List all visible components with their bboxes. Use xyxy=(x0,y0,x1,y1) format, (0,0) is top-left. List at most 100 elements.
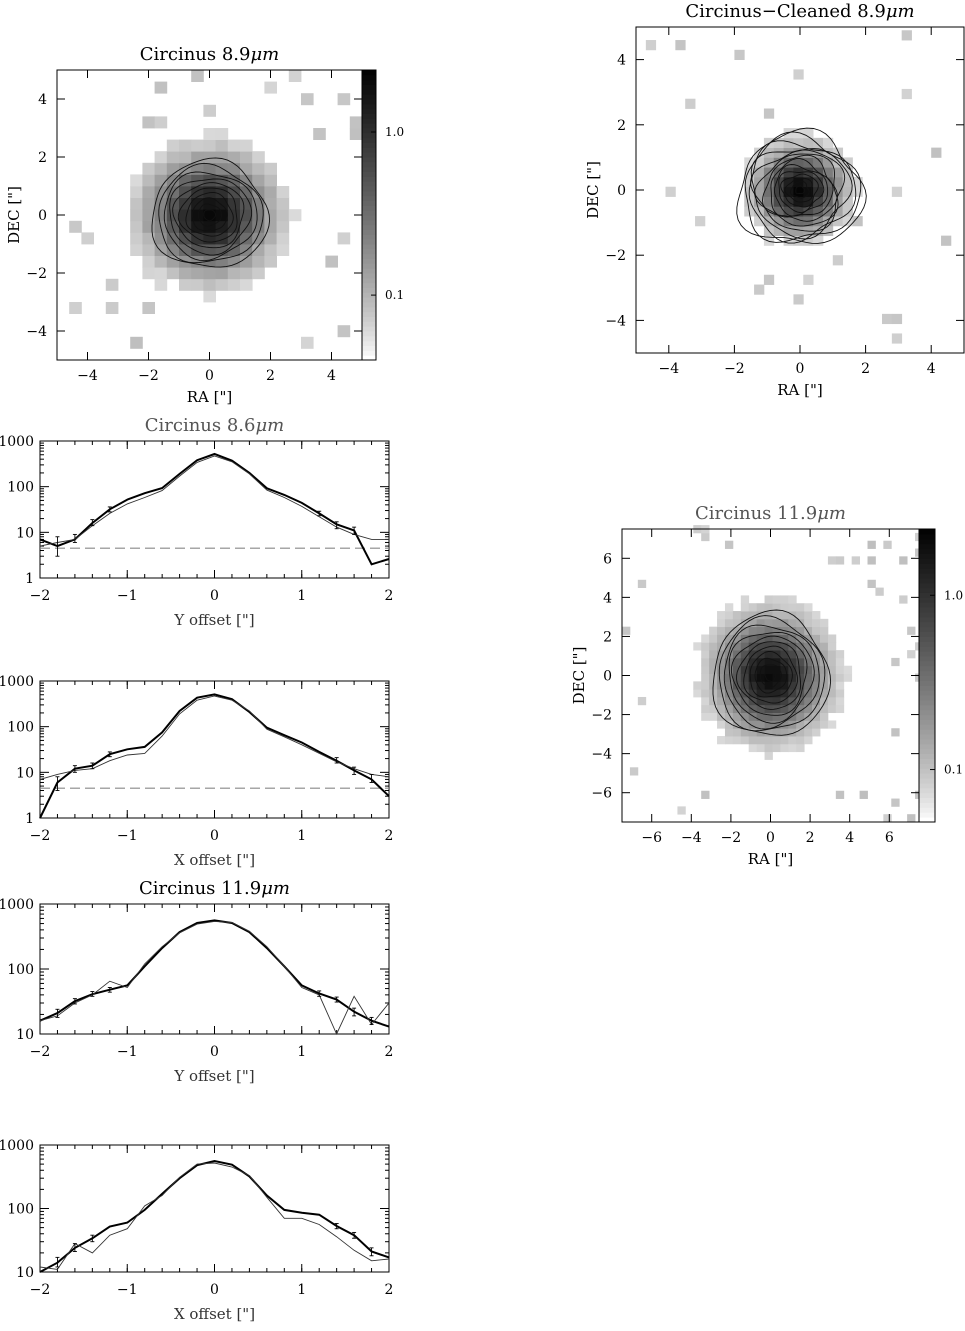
img1-colorbar-step xyxy=(362,244,376,250)
img3-pixel xyxy=(709,626,718,635)
img3-pixel xyxy=(701,712,710,721)
img3-pixel xyxy=(748,673,758,682)
img1-ylabel: DEC ["] xyxy=(5,186,23,244)
img1-pixels xyxy=(69,70,363,349)
img1-contour xyxy=(197,203,222,227)
img3-pixel xyxy=(820,665,829,674)
img3-pixel xyxy=(780,603,789,612)
img3-colorbar-step xyxy=(919,655,935,662)
img1-pixel xyxy=(227,209,241,222)
img3-colorbar-step xyxy=(919,670,935,676)
img3-pixel xyxy=(701,790,710,799)
p4-ytick-label: 10 xyxy=(16,1265,34,1281)
img1-colorbar-step xyxy=(362,306,376,313)
img3-pixel xyxy=(701,673,710,682)
img3-pixel xyxy=(756,712,765,721)
img3-pixel xyxy=(812,657,821,667)
img2-pixel xyxy=(665,186,676,197)
img1-pixel xyxy=(276,197,290,210)
img1-pixel xyxy=(191,244,204,256)
img3-pixel xyxy=(772,618,781,628)
img3-pixel xyxy=(740,736,750,745)
img3-pixel xyxy=(772,743,781,753)
img3-pixel xyxy=(740,618,750,628)
img3-colorbar-step xyxy=(919,753,935,760)
img3-pixel xyxy=(756,626,765,635)
img2-contour xyxy=(784,177,813,203)
img3-pixel xyxy=(780,595,789,604)
img3-pixel xyxy=(812,681,821,690)
img3-colorbar-step xyxy=(919,626,935,633)
img3-pixel xyxy=(764,657,773,667)
img2-pixel xyxy=(734,49,745,60)
img3-pixel xyxy=(812,712,821,721)
p4-panel: −2 −1 0 1 2 10 100 1000 X offset ["] xyxy=(0,1138,393,1323)
img1-pixel xyxy=(203,151,216,164)
img3-colorbar-step xyxy=(919,797,935,803)
img2-ytick-label: 2 xyxy=(617,118,626,134)
img2-pixel xyxy=(773,225,784,237)
img2-pixel xyxy=(763,216,775,227)
img3-pixel xyxy=(835,556,845,565)
img1-colorbar-step xyxy=(362,89,376,95)
img1-pixel xyxy=(240,139,253,152)
img3-pixel xyxy=(827,673,837,682)
img3-pixel xyxy=(835,790,845,799)
img3-pixel xyxy=(812,611,821,620)
img2-pixel xyxy=(695,216,706,227)
img1-pixel xyxy=(264,162,277,175)
img3-pixel xyxy=(835,704,845,714)
img1-colorbar-step xyxy=(362,171,376,177)
img3-pixel xyxy=(709,634,718,643)
img2-pixel xyxy=(891,186,903,197)
img1-xtick-label: 0 xyxy=(205,368,214,384)
img3-pixel xyxy=(772,720,781,729)
img3-pixel xyxy=(788,657,797,667)
img3-pixel xyxy=(780,736,789,745)
img3-pixel xyxy=(637,579,647,588)
img3-pixel xyxy=(709,712,718,721)
img2-pixel xyxy=(813,186,824,197)
img3-pixel xyxy=(835,689,845,698)
img1-pixel xyxy=(179,232,192,245)
img2-pixel xyxy=(793,186,804,197)
img3-pixel xyxy=(835,681,845,690)
img3-pixel xyxy=(740,595,750,604)
img3-pixel xyxy=(764,736,773,745)
img1-colorbar-step xyxy=(362,103,376,110)
img2-pixel xyxy=(744,196,755,207)
img1-colorbar-step xyxy=(362,345,376,351)
img1-colorbar-step xyxy=(362,186,376,192)
img3-colorbar-step xyxy=(919,763,935,769)
img2-pixel xyxy=(813,196,824,207)
img3-colorbar-step xyxy=(919,778,935,784)
img3-colorbar-step xyxy=(919,792,935,799)
img2-xtick-label: −4 xyxy=(658,361,679,377)
img2-pixel xyxy=(842,216,853,227)
img3-pixel xyxy=(756,650,765,659)
img1-pixel xyxy=(276,220,290,233)
img1-colorbar-step xyxy=(362,224,376,230)
img3-colorbar-step xyxy=(919,577,935,584)
img3-pixel xyxy=(827,642,837,651)
img3-pixel xyxy=(883,814,892,823)
img3-pixel xyxy=(851,556,860,565)
img2-pixel xyxy=(783,147,794,158)
img1-pixel xyxy=(166,139,180,152)
img3-pixel xyxy=(748,626,758,635)
img3-ytick-label: −2 xyxy=(591,708,612,724)
p2-xtick-label: 0 xyxy=(210,828,219,844)
img3-pixel xyxy=(820,657,829,667)
img1-pixel xyxy=(264,232,277,245)
img1-pixel xyxy=(179,162,192,175)
img3-pixel xyxy=(891,657,900,667)
img1-pixel xyxy=(154,151,168,164)
p1-xtick-label: −2 xyxy=(30,588,51,604)
img3-colorbar-step xyxy=(919,773,935,779)
img3-colorbar-step xyxy=(919,729,935,735)
img1-colorbar-step xyxy=(362,200,376,206)
img1-ytick-label: 2 xyxy=(38,150,47,166)
img3-pixel xyxy=(796,642,805,651)
img3-pixel xyxy=(891,728,900,737)
img3-colorbar-step xyxy=(919,719,935,725)
